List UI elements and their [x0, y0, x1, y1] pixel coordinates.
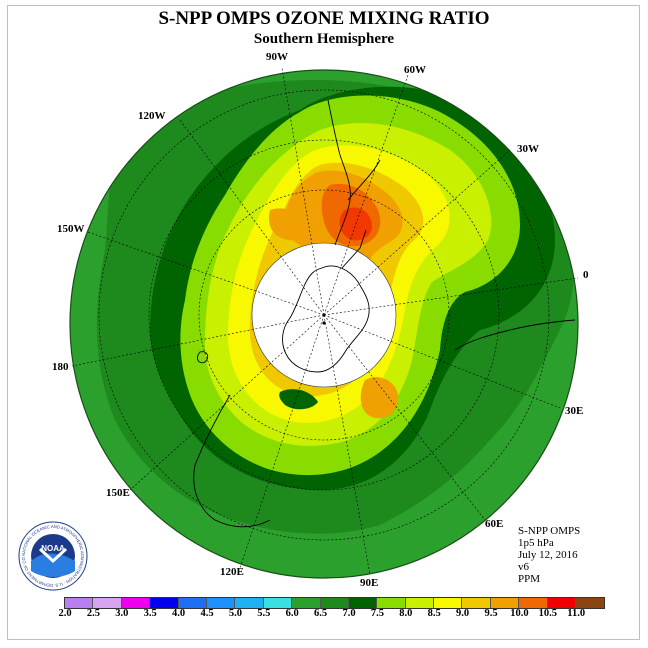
colorbar-tick-label: 6.0 [285, 608, 299, 619]
colorbar-segment [377, 598, 406, 608]
lon-label-90e: 90E [360, 577, 378, 589]
colorbar-segment [434, 598, 463, 608]
latitude-circle-30 [98, 89, 550, 541]
coastlines [193, 99, 576, 528]
south-america-coast [327, 99, 351, 246]
colorbar-tick-label: 2.5 [86, 608, 100, 619]
lon-label-120e: 120E [220, 566, 244, 578]
lon-label-30w: 30W [517, 143, 539, 155]
colorbar-tick-label: 9.0 [456, 608, 470, 619]
lon-label-30e: 30E [565, 405, 583, 417]
plot-frame [7, 5, 640, 640]
colorbar-tick-label: 2.0 [58, 608, 72, 619]
colorbar-segment [150, 598, 179, 608]
colorbar-segment [65, 598, 94, 608]
colorbar-tick-label: 9.5 [484, 608, 498, 619]
logo-gull [38, 547, 68, 564]
chart-title: S-NPP OMPS OZONE MIXING RATIO [158, 8, 490, 29]
colorbar-tick-labels: 2.0 2.5 3.0 3.5 4.0 4.5 5.0 5.5 6.0 6.5 7.0 7.5 8.0 8… [58, 608, 594, 622]
meridian-150w [87, 231, 325, 316]
colorbar-tick-label: 8.0 [399, 608, 413, 619]
colorbar-segment [576, 598, 605, 608]
colorbar-segment [263, 598, 293, 608]
lon-label-120w: 120W [138, 110, 166, 122]
colorbar-tick-label: 8.5 [427, 608, 441, 619]
lon-label-150w: 150W [57, 223, 85, 235]
info-version: v6 [518, 561, 529, 573]
colorbar-tick-label: 7.5 [370, 608, 384, 619]
colorbar-tick-label: 11.0 [567, 608, 586, 619]
colorbar-tick-label: 3.0 [115, 608, 129, 619]
colorbar-tick-label: 4.5 [200, 608, 214, 619]
meridian-90e [323, 314, 371, 576]
colorbar-segment [206, 598, 236, 608]
info-block: S-NPP OMPS 1p5 hPa July 12, 2016 v6 PPM [518, 525, 580, 585]
logo-text: NOAA [41, 544, 65, 553]
colorbar-tick-label: 10.0 [510, 608, 529, 619]
meridian-120e [239, 314, 325, 569]
south-pole-marker [322, 321, 326, 325]
colorbar-tick-label: 3.5 [143, 608, 157, 619]
lon-label-0: 0 [583, 269, 589, 281]
map-boundary [69, 69, 579, 579]
colorbar-segment [462, 598, 491, 608]
colorbar [64, 597, 606, 609]
info-units: PPM [518, 573, 541, 585]
meridian-120w [179, 119, 325, 316]
colorbar-segment [235, 598, 264, 608]
info-level: 1p5 hPa [518, 537, 554, 549]
latitude-circle-45 [148, 139, 500, 491]
info-instrument: S-NPP OMPS [518, 525, 581, 537]
info-date: July 12, 2016 [518, 549, 578, 561]
africa-coast [454, 319, 576, 351]
colorbar-segment [490, 598, 520, 608]
contour-7.0-pole [279, 389, 318, 410]
antarctic-peninsula [341, 229, 367, 269]
lon-label-90w: 90W [266, 51, 288, 63]
colorbar-segment [547, 598, 577, 608]
colorbar-tick-label: 5.0 [228, 608, 242, 619]
meridian-90w [281, 67, 325, 316]
colorbar-segment [348, 598, 378, 608]
colorbar-segment [292, 598, 321, 608]
meridian-30w [323, 149, 511, 316]
meridian-150e [129, 314, 325, 491]
colorbar-segment [519, 598, 548, 608]
lon-label-180: 180 [52, 361, 69, 373]
longitude-labels: 90W 60W 120W 30W 150W 0 180 30E 150E 60E… [52, 51, 589, 589]
antarctica-outline [282, 265, 370, 373]
meridian-60e [323, 314, 486, 521]
colorbar-tick-label: 5.5 [257, 608, 271, 619]
graticule [71, 67, 579, 576]
colorbar-segment [93, 598, 122, 608]
colorbar-segment [121, 598, 151, 608]
noaa-logo: NATIONAL OCEANIC AND ATMOSPHERIC ADMINIS… [18, 521, 88, 591]
colorbar-tick-label: 10.5 [538, 608, 557, 619]
colorbar-tick-label: 6.5 [314, 608, 328, 619]
meridian-0 [323, 277, 579, 316]
new-zealand-coast [197, 351, 209, 364]
lon-label-150e: 150E [106, 487, 130, 499]
contour-9.5-south [360, 377, 399, 419]
chart-subtitle: Southern Hemisphere [253, 31, 395, 47]
colorbar-segment [178, 598, 207, 608]
australia-coast [193, 394, 271, 528]
colorbar-segment [405, 598, 435, 608]
lon-label-60e: 60E [485, 518, 503, 530]
meridian-180 [71, 314, 325, 367]
colorbar-tick-label: 7.0 [342, 608, 356, 619]
lon-label-60w: 60W [404, 64, 426, 76]
colorbar-segment [320, 598, 349, 608]
logo-wave [31, 553, 75, 577]
contour-9.5-west [269, 208, 306, 241]
colorbar-tick-label: 4.0 [172, 608, 186, 619]
latitude-circle-60 [198, 189, 450, 441]
south-america-east-coast [347, 159, 381, 201]
